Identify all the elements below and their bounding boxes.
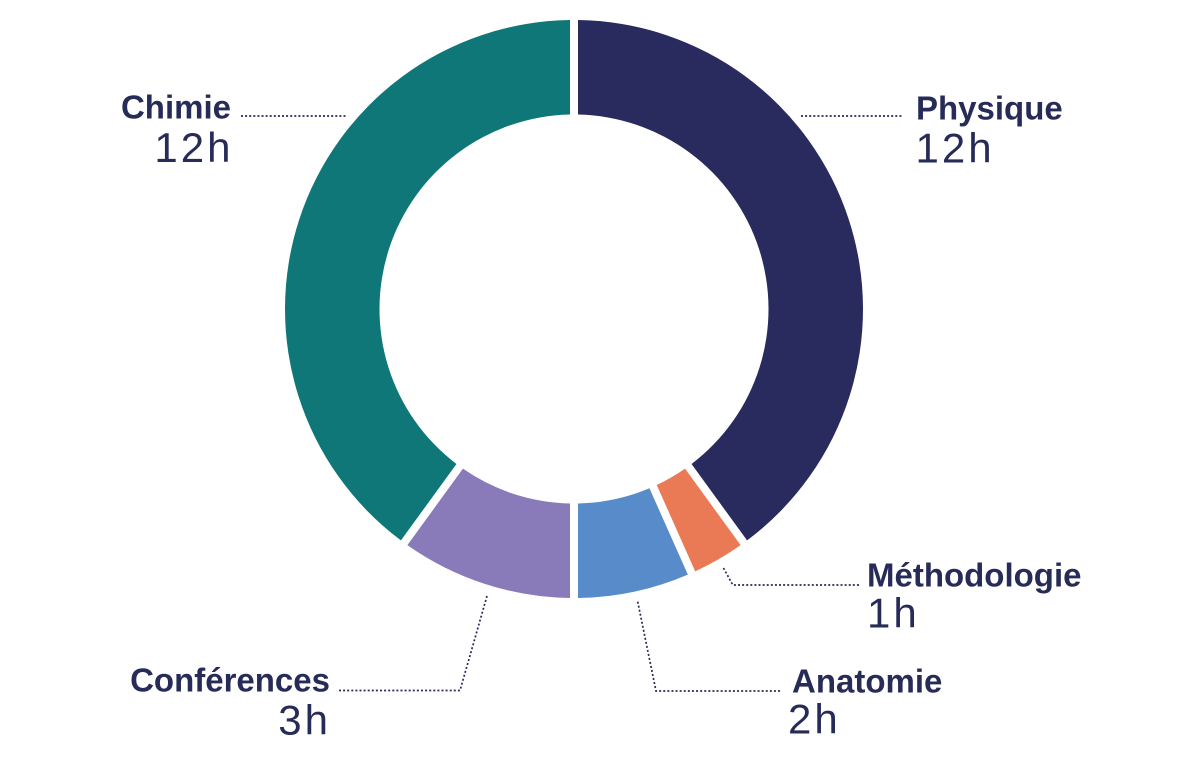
svg-text:2h: 2h xyxy=(788,696,841,743)
svg-text:3h: 3h xyxy=(278,697,331,744)
svg-text:Anatomie: Anatomie xyxy=(792,662,942,699)
svg-text:1h: 1h xyxy=(867,590,920,637)
svg-text:Conférences: Conférences xyxy=(130,662,330,699)
svg-text:Chimie: Chimie xyxy=(121,89,231,126)
svg-text:12h: 12h xyxy=(154,124,233,171)
svg-text:12h: 12h xyxy=(916,125,995,172)
svg-text:Physique: Physique xyxy=(916,89,1063,126)
svg-text:Méthodologie: Méthodologie xyxy=(867,557,1081,594)
